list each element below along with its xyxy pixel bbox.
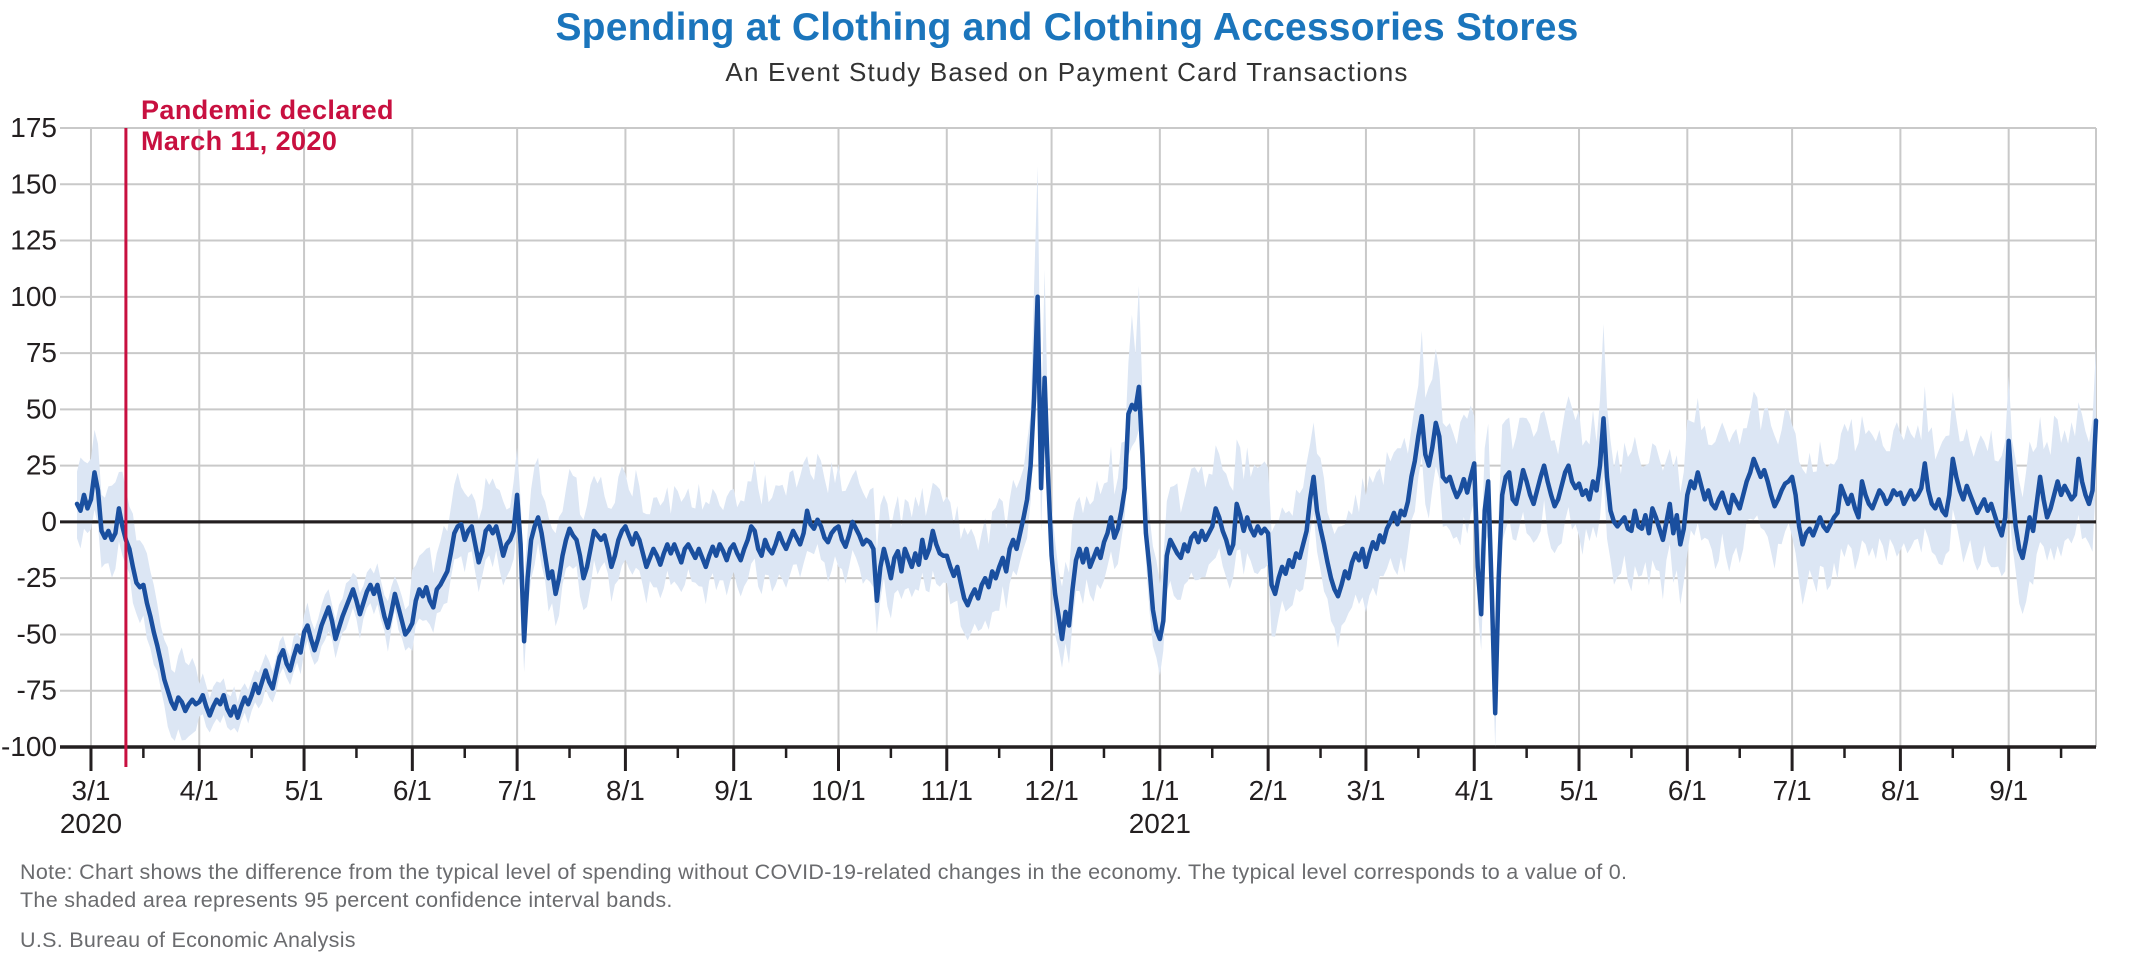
pandemic-annotation-line1: Pandemic declared — [141, 95, 394, 125]
x-tick-label: 11/1 — [921, 775, 973, 806]
pandemic-annotation-line2: March 11, 2020 — [141, 125, 338, 156]
confidence-band — [77, 166, 2096, 748]
x-tick-label: 5/1 — [1560, 775, 1599, 806]
y-tick-label: 25 — [26, 450, 57, 481]
y-tick-label: 0 — [41, 506, 57, 537]
y-tick-label: 125 — [10, 225, 57, 256]
x-tick-label: 1/1 — [1140, 775, 1179, 806]
x-tick-label: 9/1 — [714, 775, 753, 806]
y-tick-label: 150 — [10, 168, 57, 199]
y-tick-label: -50 — [17, 618, 57, 649]
x-tick-label: 8/1 — [606, 775, 645, 806]
spending-line — [74, 294, 2099, 720]
year-label: 2021 — [1129, 808, 1191, 839]
y-tick-label: 50 — [26, 393, 57, 424]
y-tick-label: 100 — [10, 281, 57, 312]
note-line2: The shaded area represents 95 percent co… — [20, 888, 673, 913]
y-tick-label: -75 — [17, 675, 57, 706]
x-tick-label: 4/1 — [1455, 775, 1494, 806]
y-tick-label: 75 — [26, 337, 57, 368]
x-tick-label: 4/1 — [180, 775, 219, 806]
x-tick-label: 12/1 — [1024, 775, 1079, 806]
x-tick-label: 5/1 — [285, 775, 324, 806]
x-tick-label: 7/1 — [498, 775, 537, 806]
chart-note: Note: Chart shows the difference from th… — [20, 858, 1627, 915]
x-tick-label: 7/1 — [1773, 775, 1812, 806]
year-label: 2020 — [60, 808, 122, 839]
x-tick-label: 8/1 — [1881, 775, 1920, 806]
pandemic-annotation: Pandemic declared March 11, 2020 — [141, 95, 394, 157]
source-attribution: U.S. Bureau of Economic Analysis — [20, 928, 356, 952]
y-tick-label: 175 — [10, 112, 57, 143]
chart-title: Spending at Clothing and Clothing Access… — [555, 6, 1579, 49]
x-tick-label: 3/1 — [72, 775, 111, 806]
x-tick-label: 9/1 — [1989, 775, 2028, 806]
x-tick-label: 3/1 — [1346, 775, 1385, 806]
x-tick-label: 6/1 — [1668, 775, 1707, 806]
y-tick-label: -100 — [1, 731, 57, 762]
x-tick-label: 6/1 — [393, 775, 432, 806]
x-tick-label: 2/1 — [1249, 775, 1288, 806]
x-tick-label: 10/1 — [811, 775, 866, 806]
chart-subtitle: An Event Study Based on Payment Card Tra… — [725, 57, 1409, 87]
y-tick-label: -25 — [17, 562, 57, 593]
note-line1: Note: Chart shows the difference from th… — [20, 860, 1628, 884]
